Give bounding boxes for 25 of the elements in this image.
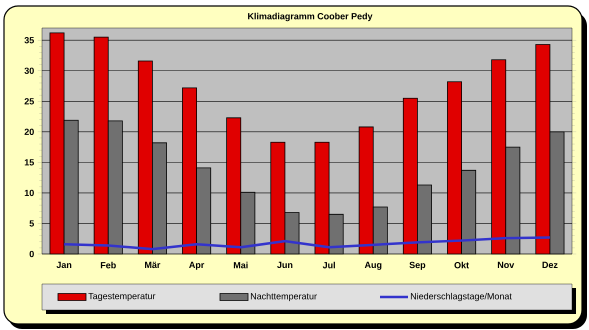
x-tick-label: Aug	[364, 262, 382, 270]
y-tick-label: 30	[24, 68, 34, 74]
y-tick-label: 15	[24, 159, 34, 166]
x-tick-label: Nov	[498, 262, 514, 268]
y-tick-label: 35	[24, 37, 34, 44]
x-tick-label: Mär	[145, 262, 160, 268]
y-tick-label: 20	[24, 128, 34, 136]
x-tick-label: Feb	[100, 262, 116, 268]
chart-title: Klimadiagramm Coober Pedy	[248, 12, 372, 22]
x-tick-label: Jun	[277, 262, 292, 268]
x-tick-label: Sep	[409, 262, 426, 270]
x-tick-label: Jan	[56, 262, 72, 268]
line-series	[62, 236, 552, 250]
x-tick-label: Okt	[454, 262, 469, 268]
x-tick-label: Mai	[234, 262, 248, 268]
legend-label: Tagestemperatur	[88, 292, 156, 302]
x-tick-label: Dez	[542, 262, 558, 268]
y-tick-label: 0	[30, 250, 34, 258]
y-tick-label: 5	[30, 220, 34, 227]
x-tick-label: Jul	[322, 262, 335, 268]
legend-label: Nachttemperatur	[250, 292, 317, 302]
y-tick-label: 25	[24, 98, 34, 104]
x-tick-label: Apr	[189, 262, 204, 270]
legend-label: Niederschlagstage/Monat	[410, 292, 512, 302]
y-tick-label: 10	[24, 190, 34, 196]
